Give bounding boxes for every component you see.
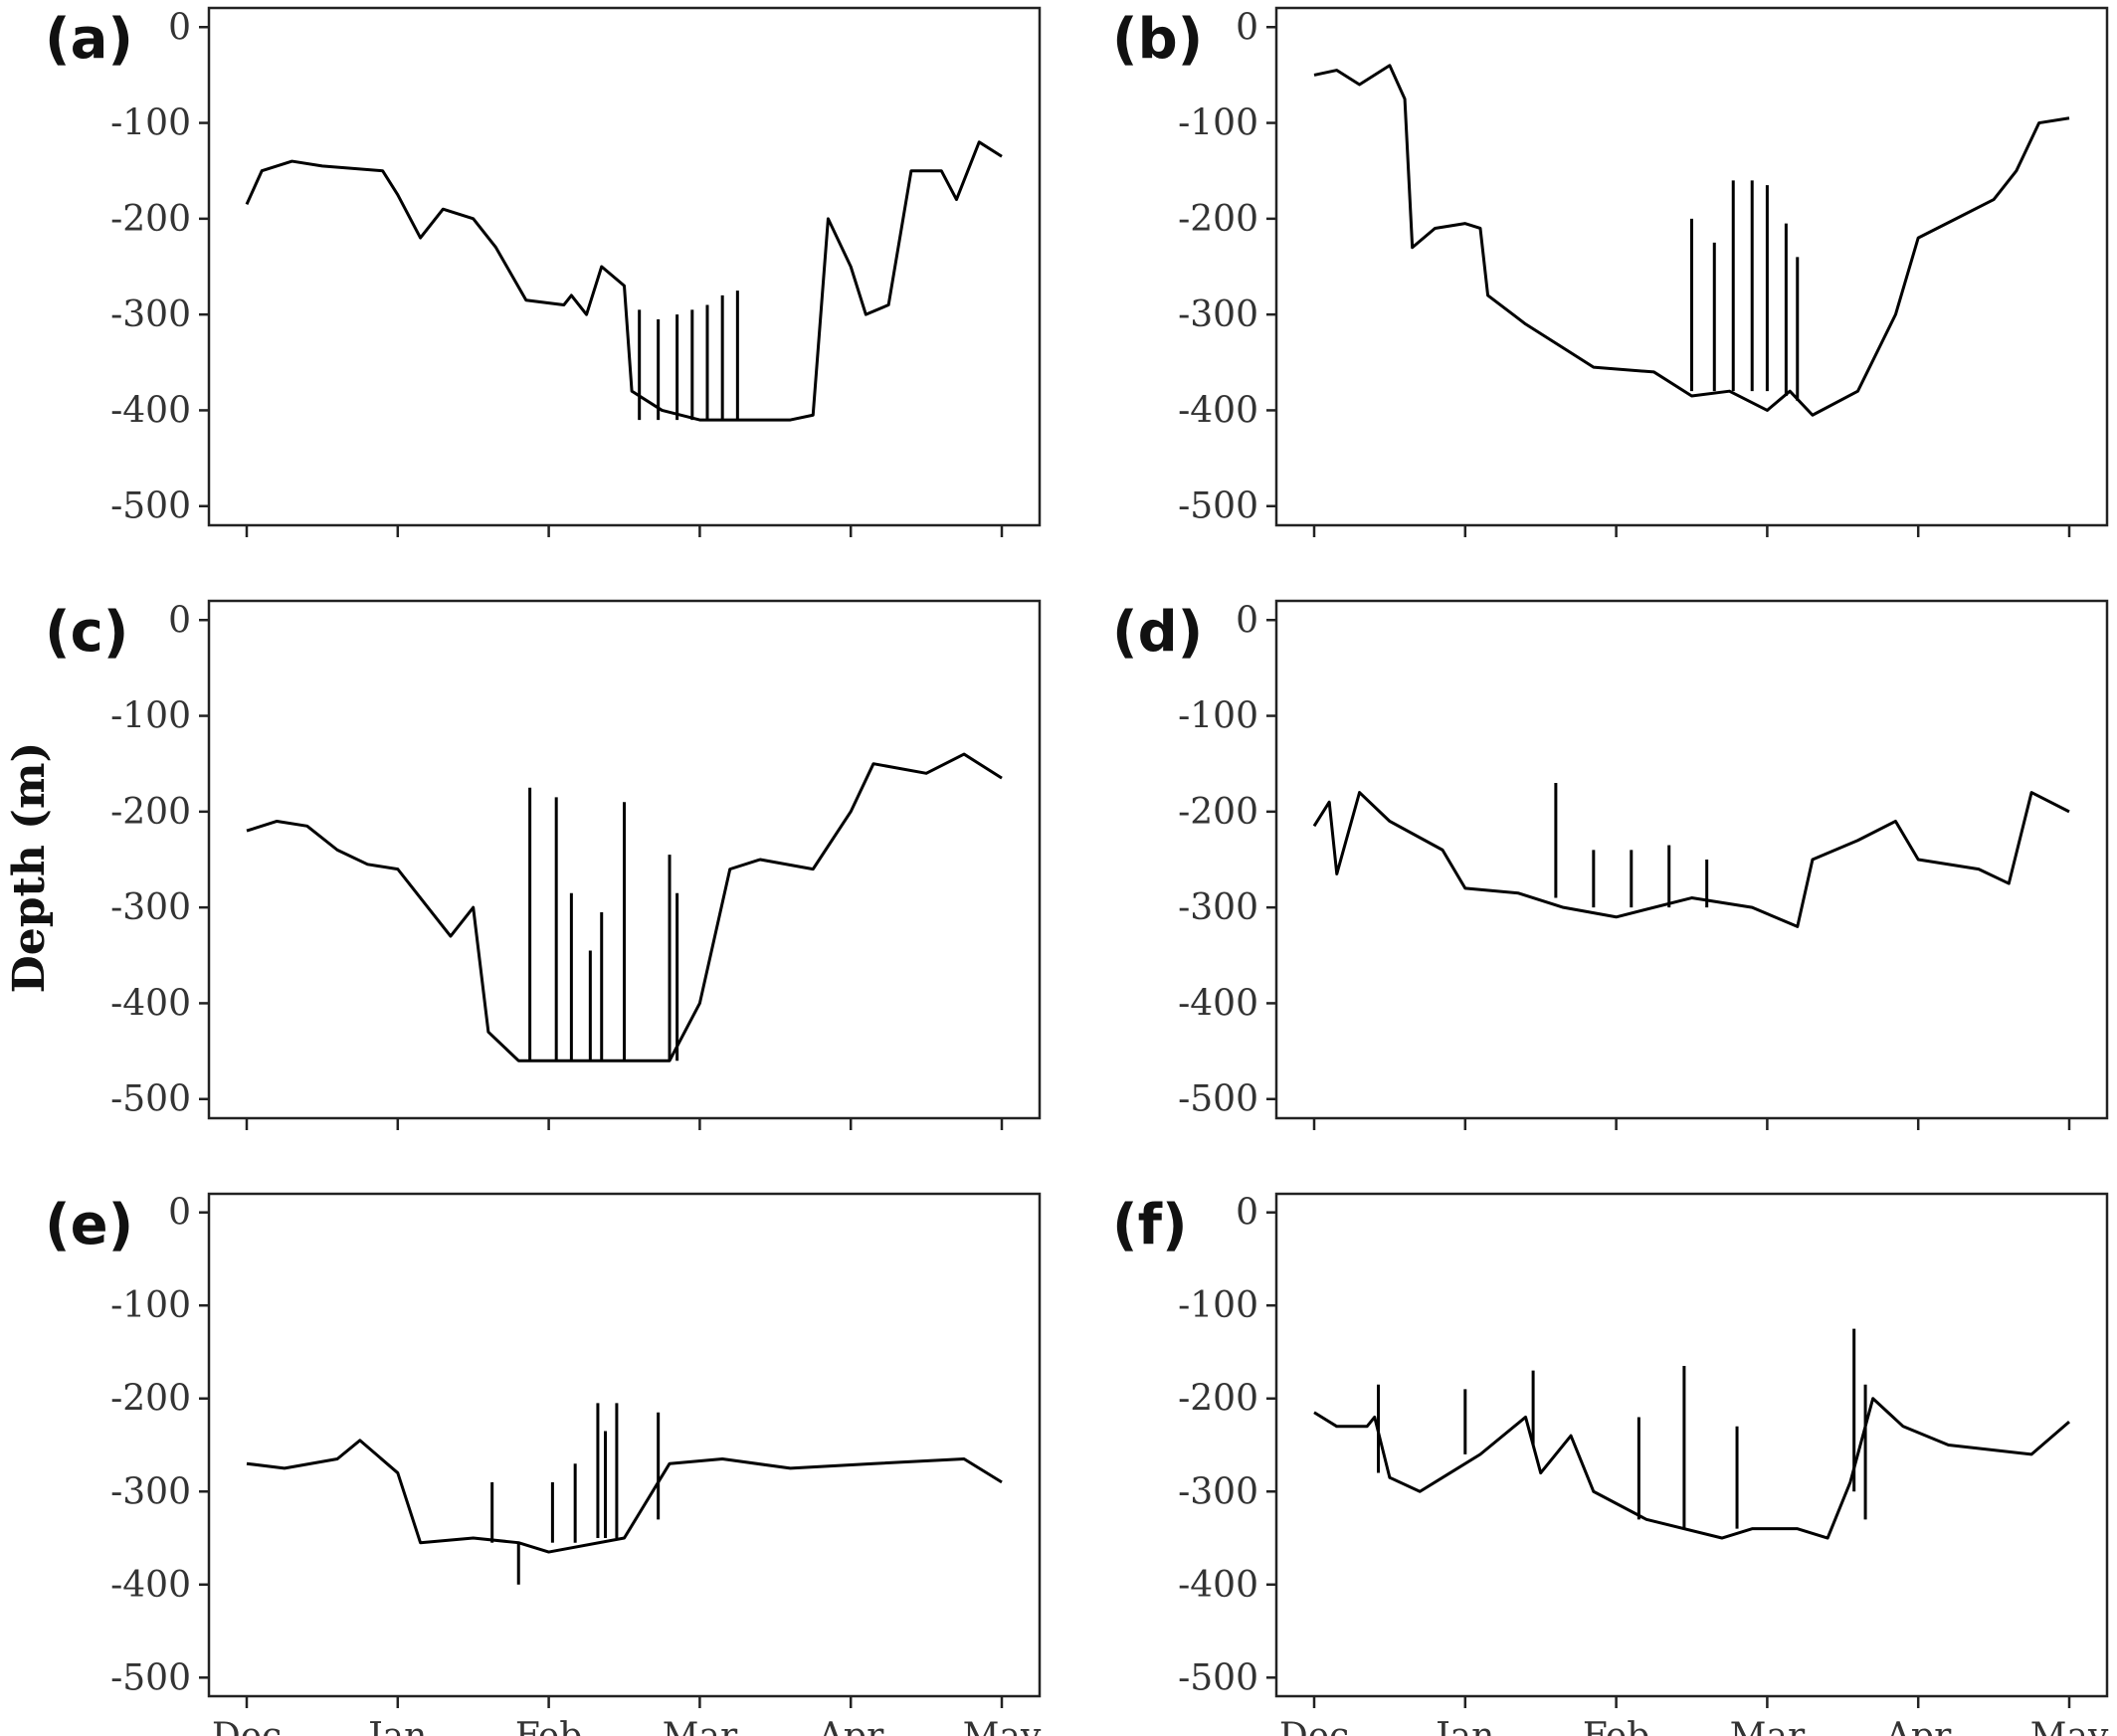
y-tick-label: -500 xyxy=(1178,1657,1258,1698)
x-tick-label: Dec xyxy=(1279,1716,1349,1736)
panel-d-frame xyxy=(1274,599,2109,1120)
x-tick-label: Mar xyxy=(663,1716,738,1736)
y-tick-label: -500 xyxy=(1178,486,1258,527)
panel-e: (e) 0 -100 -200 -300 -400 -500 Dec Jan Feb Mar Apr M… xyxy=(45,1193,1042,1736)
y-tick-label: 0 xyxy=(1236,7,1258,48)
x-tick-label: Jan xyxy=(1432,1716,1494,1736)
panel-f: (f) 0 -100 -200 -300 -400 -500 Dec Jan Feb Mar Apr M… xyxy=(1112,1193,2109,1736)
depth-series-line xyxy=(245,140,1003,422)
y-tick-label: 0 xyxy=(1236,600,1258,641)
panel-b: (b) 0 -100 -200 -300 -400 -500 xyxy=(1112,6,2109,537)
y-axis-title: Depth (m) xyxy=(4,742,55,994)
panel-c-frame xyxy=(207,599,1042,1120)
y-tick-label: -300 xyxy=(110,1471,191,1512)
depth-series-line xyxy=(1312,791,2070,928)
y-tick-label: -300 xyxy=(110,887,191,928)
y-tick-label: -400 xyxy=(110,983,191,1024)
y-tick-label: -500 xyxy=(110,1079,191,1120)
x-tick-label: Apr xyxy=(817,1716,884,1736)
y-tick-label: -200 xyxy=(1178,1379,1258,1420)
panel-c: (c) 0 -100 -200 -300 -400 -500 xyxy=(45,599,1042,1130)
x-tick-label: Feb xyxy=(1583,1716,1649,1736)
x-tick-label: Mar xyxy=(1730,1716,1806,1736)
y-tick-label: -500 xyxy=(110,1657,191,1698)
y-tick-label: -100 xyxy=(110,696,191,737)
panel-a-label: (a) xyxy=(45,7,133,72)
y-tick-label: 0 xyxy=(168,7,191,48)
panel-a: (a) 0 -100 -200 -300 -400 -500 xyxy=(45,6,1042,537)
x-tick-label: Apr xyxy=(1884,1716,1952,1736)
panel-d-label: (d) xyxy=(1112,600,1203,665)
y-tick-label: -100 xyxy=(1178,696,1258,737)
panel-e-label: (e) xyxy=(45,1193,133,1257)
y-tick-label: -400 xyxy=(110,390,191,431)
depth-series-line xyxy=(246,1439,1003,1554)
y-tick-label: -300 xyxy=(1178,887,1258,928)
y-tick-label: -100 xyxy=(1178,1285,1258,1326)
panel-f-frame xyxy=(1274,1192,2109,1698)
y-tick-label: -300 xyxy=(1178,294,1258,335)
panel-d: (d) 0 -100 -200 -300 -400 -500 xyxy=(1112,599,2109,1130)
x-tick-label: May xyxy=(2030,1716,2109,1736)
panel-f-label: (f) xyxy=(1112,1193,1188,1257)
y-tick-label: -400 xyxy=(1178,390,1258,431)
y-tick-label: -300 xyxy=(1178,1471,1258,1512)
x-tick-label: Jan xyxy=(364,1716,427,1736)
y-tick-label: -400 xyxy=(1178,983,1258,1024)
y-tick-label: -200 xyxy=(110,792,191,833)
panel-e-frame xyxy=(207,1192,1042,1698)
y-tick-label: -500 xyxy=(1178,1079,1258,1120)
y-tick-label: -100 xyxy=(1178,103,1258,144)
y-tick-label: -100 xyxy=(110,103,191,144)
y-tick-label: 0 xyxy=(1236,1193,1258,1234)
x-tick-label: Feb xyxy=(515,1716,582,1736)
panel-c-label: (c) xyxy=(45,600,128,665)
y-tick-label: -200 xyxy=(1178,199,1258,240)
y-tick-label: -400 xyxy=(1178,1565,1258,1606)
x-tick-label: May xyxy=(963,1716,1042,1736)
depth-series-line xyxy=(1313,1397,2070,1540)
panel-grid: (a) 0 -100 -200 -300 -400 -500 (b) 0 -100 -200 -300… xyxy=(45,6,2109,1736)
y-tick-label: -100 xyxy=(110,1285,191,1326)
y-tick-label: -200 xyxy=(110,1379,191,1420)
y-tick-label: -500 xyxy=(110,486,191,527)
panel-b-label: (b) xyxy=(1112,7,1203,72)
y-tick-label: -300 xyxy=(110,294,191,335)
y-tick-label: -200 xyxy=(110,199,191,240)
depth-series-line xyxy=(1313,64,2070,417)
panel-b-frame xyxy=(1274,6,2109,527)
x-tick-label: Dec xyxy=(212,1716,282,1736)
y-tick-label: 0 xyxy=(168,600,191,641)
y-tick-label: 0 xyxy=(168,1193,191,1234)
y-tick-label: -200 xyxy=(1178,792,1258,833)
y-tick-label: -400 xyxy=(110,1565,191,1606)
depth-series-line xyxy=(246,752,1003,1062)
panel-a-frame xyxy=(207,6,1042,527)
